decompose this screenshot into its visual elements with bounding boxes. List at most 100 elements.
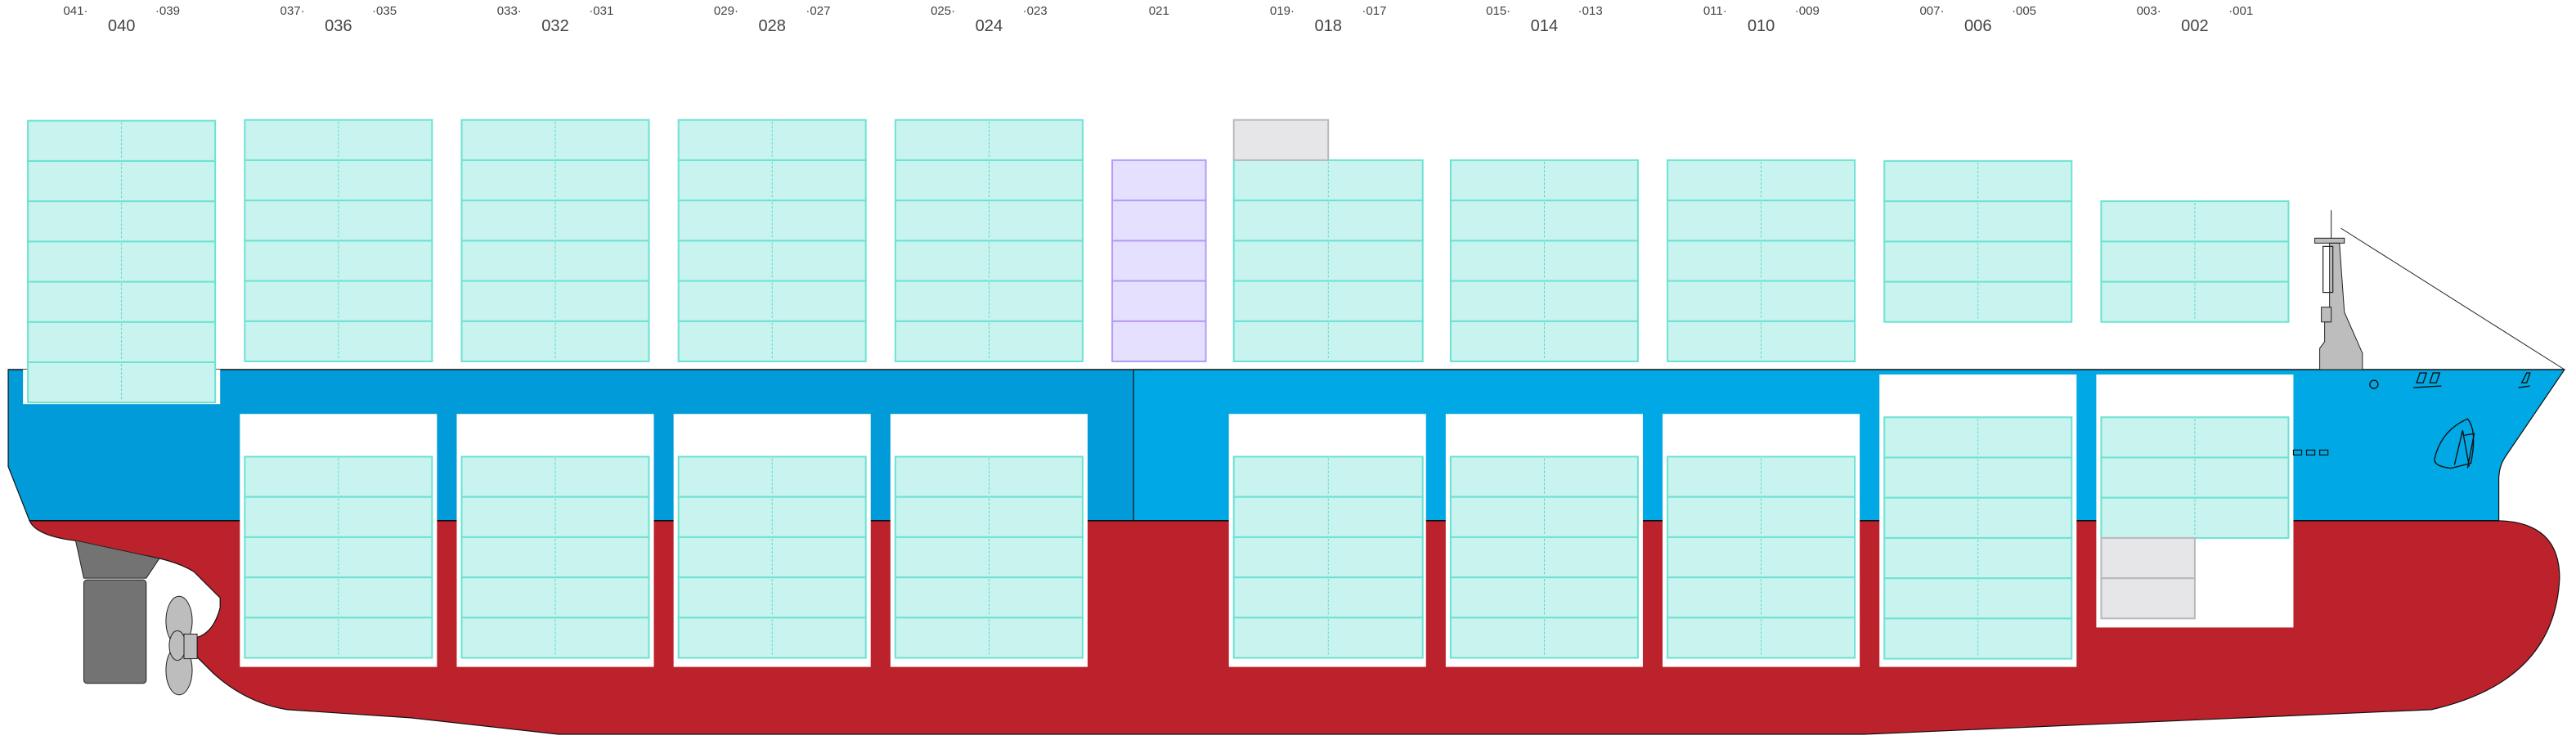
hold-container[interactable] [1232,455,1424,498]
hold-container[interactable] [1883,617,2073,660]
hold-container[interactable] [1232,536,1424,579]
hold-container[interactable] [894,576,1084,619]
deck-container[interactable] [460,240,650,282]
hold-container[interactable] [1449,455,1639,498]
hold-container[interactable] [460,576,650,619]
deck-container[interactable] [1111,320,1207,362]
deck-container[interactable] [244,119,433,161]
deck-container[interactable] [1232,159,1424,202]
deck-container[interactable] [2100,200,2290,243]
hold-container[interactable] [2100,496,2290,539]
deck-container[interactable] [27,240,217,283]
hold-container[interactable] [244,496,433,538]
hold-container[interactable] [1232,496,1424,538]
deck-container[interactable] [460,119,650,161]
hold-container[interactable] [677,536,867,579]
deck-container[interactable] [1111,200,1207,242]
deck-container[interactable] [1111,280,1207,322]
hold-container[interactable] [1449,576,1639,619]
hold-container[interactable] [1232,576,1424,619]
hold-container[interactable] [244,576,433,619]
deck-container[interactable] [27,200,217,243]
hold-container[interactable] [1883,456,2073,499]
hold-container[interactable] [894,496,1084,538]
deck-container[interactable] [27,159,217,203]
container-slot[interactable] [1232,119,1330,161]
deck-container[interactable] [1667,200,1856,242]
deck-container[interactable] [244,159,433,202]
hold-container[interactable] [1232,617,1424,659]
hold-container[interactable] [1883,496,2073,539]
hold-container[interactable] [460,536,650,579]
hold-container[interactable] [894,536,1084,579]
deck-container[interactable] [677,320,867,362]
deck-container[interactable] [1449,280,1639,322]
deck-container[interactable] [1449,240,1639,282]
hold-container[interactable] [1883,416,2073,459]
hold-container[interactable] [2100,416,2290,459]
deck-container[interactable] [1449,320,1639,362]
hold-container[interactable] [677,617,867,659]
deck-container[interactable] [1449,200,1639,242]
hold-container[interactable] [1449,496,1639,538]
hold-container[interactable] [460,617,650,659]
deck-container[interactable] [1232,320,1424,362]
deck-container[interactable] [1232,280,1424,322]
container-slot[interactable] [1111,320,1207,362]
hold-container[interactable] [677,496,867,538]
deck-container[interactable] [1667,240,1856,282]
deck-container[interactable] [27,361,217,404]
hold-container[interactable] [1667,496,1856,538]
deck-container[interactable] [244,240,433,282]
deck-container[interactable] [1232,240,1424,282]
deck-container[interactable] [1667,320,1856,362]
deck-container[interactable] [460,280,650,322]
deck-container[interactable] [1883,280,2073,323]
deck-container[interactable] [677,280,867,322]
deck-container[interactable] [460,200,650,242]
deck-container[interactable] [894,119,1084,161]
deck-container[interactable] [1883,240,2073,283]
deck-container[interactable] [677,240,867,282]
hold-container-20ft-empty[interactable] [2100,577,2196,620]
hold-container[interactable] [1667,617,1856,659]
deck-container[interactable] [677,119,867,161]
hold-container[interactable] [2100,456,2290,499]
container-slot[interactable] [1111,280,1207,322]
deck-container[interactable] [1449,159,1639,202]
deck-container[interactable] [460,320,650,362]
hold-container[interactable] [894,455,1084,498]
deck-container[interactable] [677,200,867,242]
deck-container[interactable] [244,320,433,362]
deck-container[interactable] [894,320,1084,362]
deck-container[interactable] [1232,200,1424,242]
hold-container[interactable] [1667,455,1856,498]
container-slot[interactable] [2100,577,2196,620]
deck-container[interactable] [2100,240,2290,283]
hold-container[interactable] [1883,536,2073,580]
hold-container[interactable] [1449,617,1639,659]
deck-container[interactable] [1883,200,2073,243]
deck-container[interactable] [1111,159,1207,202]
deck-container[interactable] [2100,280,2290,323]
hold-container-20ft-empty[interactable] [2100,536,2196,580]
deck-container[interactable] [1111,240,1207,282]
hold-container[interactable] [244,536,433,579]
container-slot[interactable] [1111,159,1207,202]
deck-container[interactable] [244,200,433,242]
hold-container[interactable] [677,455,867,498]
container-slot[interactable] [2100,536,2196,580]
deck-container[interactable] [894,280,1084,322]
deck-container[interactable] [1667,159,1856,202]
deck-container[interactable] [1883,159,2073,203]
deck-container[interactable] [894,240,1084,282]
deck-container[interactable] [27,119,217,162]
deck-container-20ft-empty[interactable] [1232,119,1330,161]
hold-container[interactable] [244,617,433,659]
deck-container[interactable] [27,321,217,363]
deck-container[interactable] [677,159,867,202]
deck-container[interactable] [894,159,1084,202]
deck-container[interactable] [244,280,433,322]
deck-container[interactable] [1667,280,1856,322]
deck-container[interactable] [460,159,650,202]
